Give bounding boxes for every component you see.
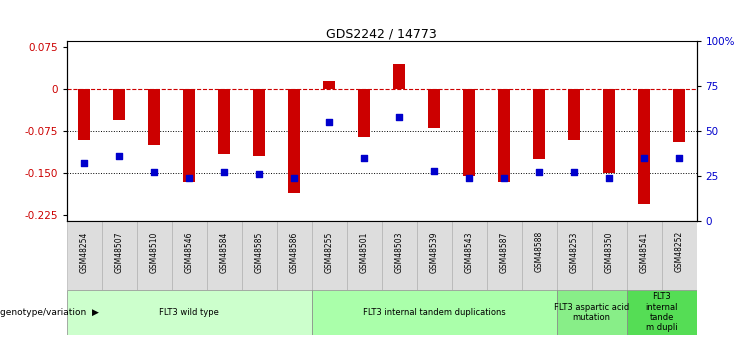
Text: GSM48546: GSM48546 (185, 231, 193, 273)
Bar (533, 89, 545, 159)
Point (79, 161, 90, 166)
Bar (242, 221, 276, 290)
Bar (627, 290, 697, 335)
Bar (638, 89, 650, 204)
Point (673, 155, 685, 161)
Point (148, 170, 160, 175)
Text: GSM48587: GSM48587 (499, 231, 508, 273)
Point (183, 175, 195, 180)
Text: GSM48501: GSM48501 (359, 231, 368, 273)
Point (638, 155, 650, 161)
Bar (183, 89, 196, 181)
Text: GSM48253: GSM48253 (570, 231, 579, 273)
Text: GSM48503: GSM48503 (395, 231, 404, 273)
Bar (393, 64, 405, 89)
Point (568, 170, 580, 175)
Bar (627, 221, 662, 290)
Bar (347, 221, 382, 290)
Bar (662, 221, 697, 290)
Bar (428, 89, 440, 128)
Bar (603, 89, 615, 173)
Bar (498, 89, 511, 181)
Bar (416, 221, 451, 290)
Bar (78, 89, 90, 139)
Bar (172, 221, 207, 290)
Text: GSM48588: GSM48588 (534, 231, 544, 273)
Bar (312, 290, 556, 335)
Point (393, 114, 405, 119)
Bar (556, 221, 591, 290)
Point (358, 155, 370, 161)
Bar (487, 221, 522, 290)
Text: genotype/variation  ▶: genotype/variation ▶ (0, 308, 99, 317)
Title: GDS2242 / 14773: GDS2242 / 14773 (326, 27, 437, 40)
Bar (451, 221, 487, 290)
Point (498, 175, 510, 180)
Point (218, 170, 230, 175)
Text: FLT3
internal
tande
m dupli: FLT3 internal tande m dupli (645, 292, 678, 332)
Bar (358, 89, 370, 137)
Bar (568, 89, 580, 139)
Bar (148, 89, 160, 145)
Text: FLT3 internal tandem duplications: FLT3 internal tandem duplications (363, 308, 505, 317)
Text: GSM48254: GSM48254 (80, 231, 89, 273)
Bar (102, 221, 136, 290)
Text: GSM48255: GSM48255 (325, 231, 333, 273)
Bar (556, 290, 627, 335)
Point (603, 175, 615, 180)
Point (428, 168, 440, 173)
Point (113, 154, 125, 159)
Bar (67, 221, 102, 290)
Bar (253, 89, 265, 156)
Bar (522, 221, 556, 290)
Point (533, 170, 545, 175)
Bar (673, 89, 685, 142)
Text: GSM48585: GSM48585 (255, 231, 264, 273)
Text: GSM48541: GSM48541 (639, 231, 648, 273)
Point (253, 171, 265, 177)
Text: GSM48584: GSM48584 (219, 231, 229, 273)
Text: GSM48510: GSM48510 (150, 231, 159, 273)
Bar (207, 221, 242, 290)
Bar (67, 290, 312, 335)
Bar (382, 221, 416, 290)
Bar (312, 221, 347, 290)
Text: GSM48539: GSM48539 (430, 231, 439, 273)
Bar (276, 221, 312, 290)
Point (288, 175, 300, 180)
Point (323, 119, 335, 125)
Text: FLT3 wild type: FLT3 wild type (159, 308, 219, 317)
Bar (323, 81, 335, 89)
Text: GSM48252: GSM48252 (674, 231, 683, 273)
Text: GSM48350: GSM48350 (605, 231, 614, 273)
Bar (136, 221, 172, 290)
Text: FLT3 aspartic acid
mutation: FLT3 aspartic acid mutation (554, 303, 629, 322)
Bar (463, 89, 475, 176)
Text: GSM48586: GSM48586 (290, 231, 299, 273)
Bar (591, 221, 627, 290)
Text: GSM48543: GSM48543 (465, 231, 473, 273)
Bar (288, 89, 300, 193)
Point (463, 175, 475, 180)
Text: GSM48507: GSM48507 (115, 231, 124, 273)
Bar (218, 89, 230, 154)
Bar (113, 89, 125, 120)
